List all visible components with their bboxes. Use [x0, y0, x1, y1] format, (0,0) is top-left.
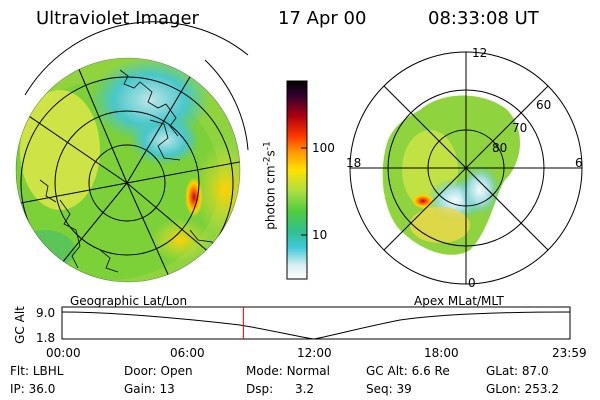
- filter-value: LBHL: [32, 364, 64, 378]
- timeline-tick-1200: 12:00: [297, 346, 332, 360]
- colorbar-tick-100: 100: [312, 141, 335, 155]
- mode-label: Mode:: [246, 364, 283, 378]
- geographic-caption: Geographic Lat/Lon: [70, 294, 188, 308]
- mlat-label-80: 80: [492, 141, 508, 155]
- seq-label: Seq:: [366, 382, 393, 396]
- filter-label: Flt:: [10, 364, 29, 378]
- mlat-label-70: 70: [512, 121, 528, 135]
- glat-value: 87.0: [521, 364, 549, 378]
- timeline-y-bottom: 1.8: [36, 331, 56, 345]
- timeline-tick-0000: 00:00: [46, 346, 81, 360]
- info-glon: GLon: 253.2: [486, 382, 559, 396]
- timeline-y-top: 9.0: [36, 306, 56, 320]
- apex-caption: Apex MLat/MLT: [414, 294, 504, 308]
- info-door: Door: Open: [124, 364, 193, 378]
- info-dsp: Dsp: 3.2: [246, 382, 314, 396]
- ip-label: IP:: [10, 382, 25, 396]
- mlt-label-18: 18: [346, 156, 362, 170]
- image-time: 08:33:08 UT: [428, 8, 539, 29]
- mlat-label-60: 60: [536, 98, 552, 112]
- info-gain: Gain: 13: [124, 382, 175, 396]
- gcalt-value: 6.6 Re: [411, 364, 450, 378]
- door-label: Door:: [124, 364, 157, 378]
- info-gc-alt: GC Alt: 6.6 Re: [366, 364, 450, 378]
- gcalt-label: GC Alt:: [366, 364, 408, 378]
- info-glat: GLat: 87.0: [486, 364, 549, 378]
- info-filter: Flt: LBHL: [10, 364, 63, 378]
- door-value: Open: [160, 364, 193, 378]
- mlt-label-12: 12: [472, 46, 488, 60]
- colorbar-tick-10: 10: [312, 228, 328, 242]
- dsp-label: Dsp:: [246, 382, 274, 396]
- mode-value: Normal: [286, 364, 330, 378]
- gain-value: 13: [159, 382, 175, 396]
- ip-value: 36.0: [28, 382, 56, 396]
- timeline-tick-1800: 18:00: [424, 346, 459, 360]
- glat-label: GLat:: [486, 364, 519, 378]
- image-date: 17 Apr 00: [278, 8, 367, 29]
- mlt-label-6: 6: [575, 156, 583, 170]
- instrument-title: Ultraviolet Imager: [36, 8, 199, 29]
- glon-label: GLon:: [486, 382, 521, 396]
- seq-value: 39: [396, 382, 412, 396]
- dsp-value: 3.2: [294, 382, 315, 396]
- info-mode: Mode: Normal: [246, 364, 330, 378]
- glon-value: 253.2: [524, 382, 559, 396]
- gain-label: Gain:: [124, 382, 156, 396]
- geographic-image-disk: [16, 58, 240, 282]
- info-seq: Seq: 39: [366, 382, 412, 396]
- info-ip: IP: 36.0: [10, 382, 55, 396]
- timeline-tick-2359: 23:59: [552, 346, 587, 360]
- timeline-tick-0600: 06:00: [170, 346, 205, 360]
- mlt-label-0: 0: [468, 276, 476, 290]
